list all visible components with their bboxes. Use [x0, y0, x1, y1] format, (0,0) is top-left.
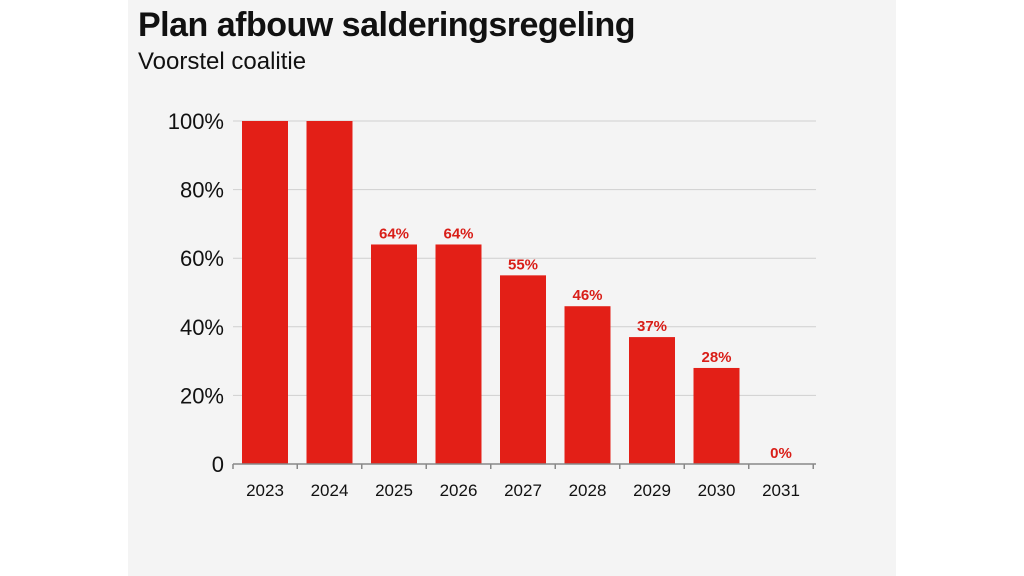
data-label: 0%: [770, 445, 792, 462]
chart-subtitle: Voorstel coalitie: [138, 48, 307, 75]
x-tick-label: 2025: [375, 481, 413, 500]
x-tick-label: 2028: [569, 481, 607, 500]
data-label: 64%: [443, 225, 473, 242]
bar: [500, 275, 546, 464]
x-tick-label: 2030: [698, 481, 736, 500]
data-label: 28%: [701, 349, 731, 366]
bar: [564, 306, 611, 464]
y-tick-label: 60%: [180, 246, 224, 271]
y-tick-label: 40%: [180, 315, 224, 340]
bar: [371, 244, 417, 464]
data-label: 46%: [572, 287, 602, 304]
bar: [435, 244, 482, 464]
x-tick-label: 2029: [633, 481, 671, 500]
data-label: 55%: [508, 256, 538, 273]
bar: [242, 121, 288, 464]
bar: [306, 121, 353, 464]
data-label: 64%: [379, 225, 409, 242]
x-tick-label: 2027: [504, 481, 542, 500]
x-tick-label: 2023: [246, 481, 284, 500]
chart-title: Plan afbouw salderingsregeling: [138, 6, 636, 44]
data-label: 37%: [637, 318, 667, 335]
x-tick-label: 2031: [762, 481, 800, 500]
x-tick-label: 2026: [440, 481, 478, 500]
y-tick-label: 80%: [180, 178, 224, 203]
y-tick-label: 100%: [168, 109, 224, 134]
y-tick-label: 0: [212, 452, 224, 477]
y-tick-label: 20%: [180, 383, 224, 408]
bar: [693, 367, 740, 464]
x-tick-label: 2024: [311, 481, 349, 500]
bar: [629, 337, 675, 464]
